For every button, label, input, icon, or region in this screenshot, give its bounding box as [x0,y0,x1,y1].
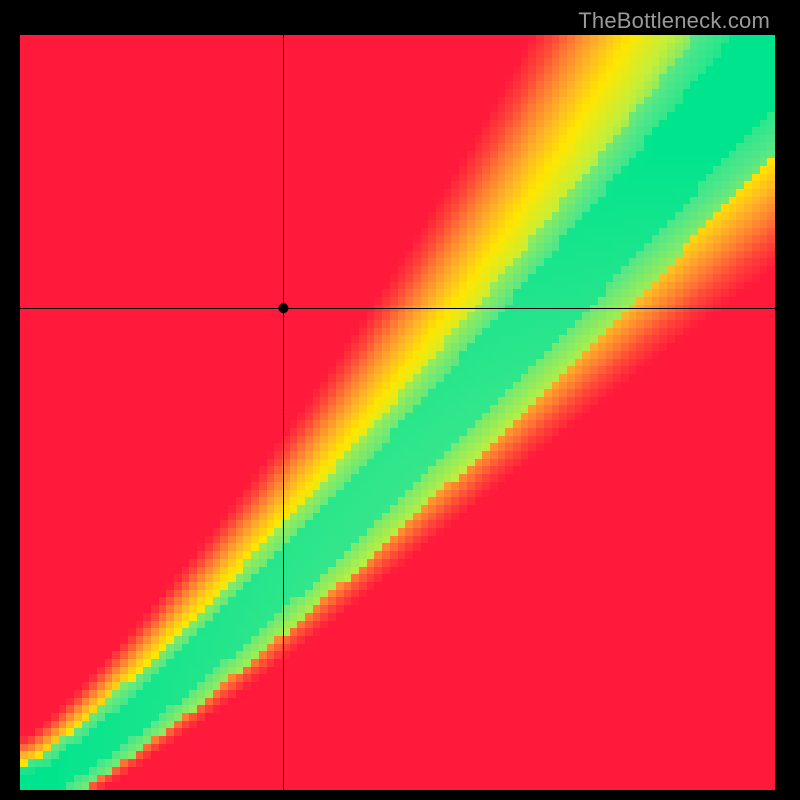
bottleneck-heatmap [20,35,775,790]
root-container: TheBottleneck.com [0,0,800,800]
watermark-text: TheBottleneck.com [578,8,770,34]
